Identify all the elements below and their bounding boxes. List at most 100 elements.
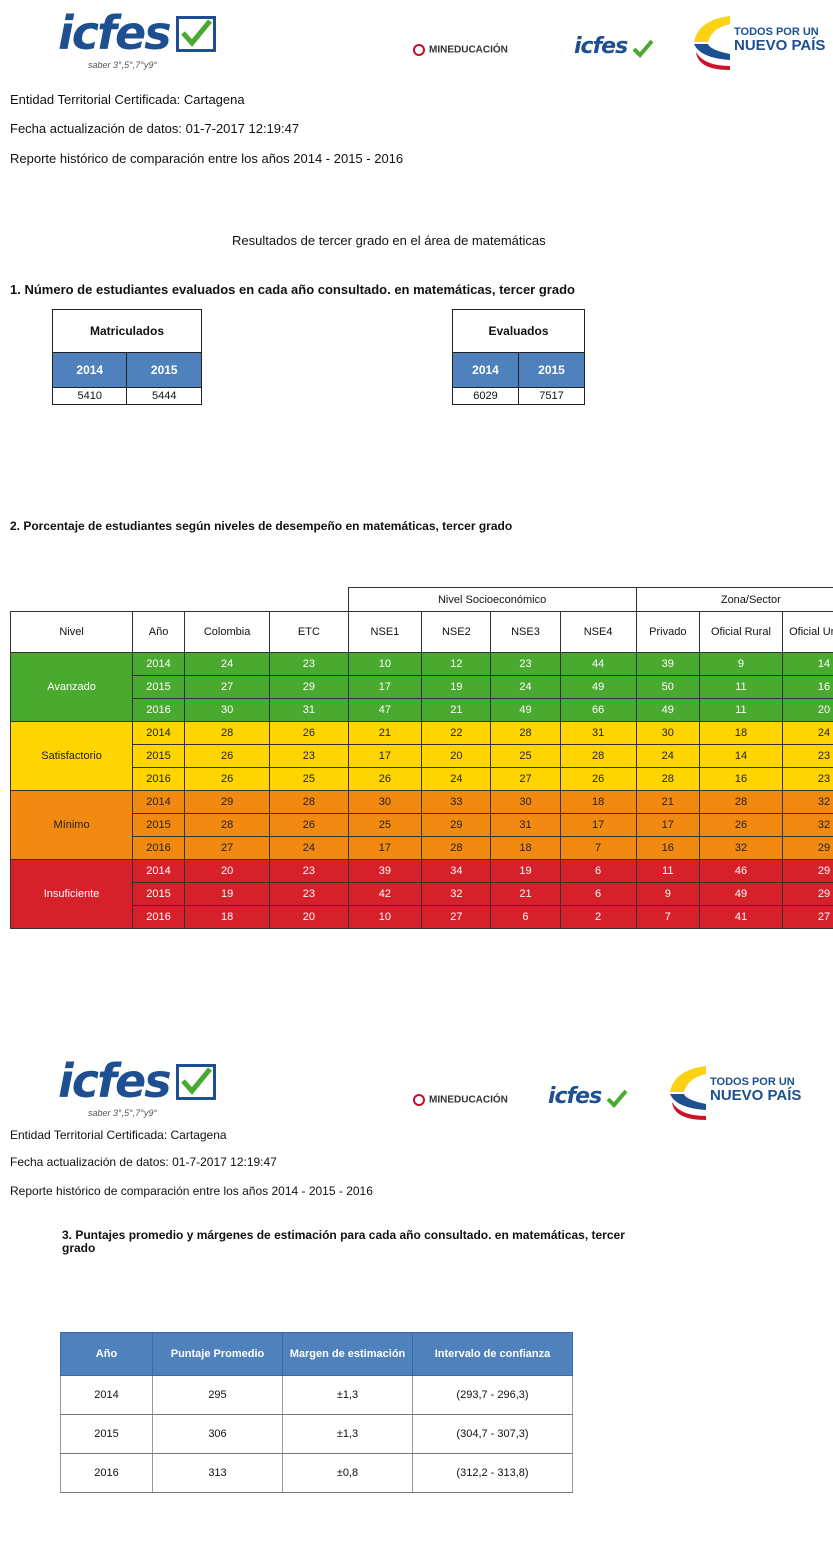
percent-cell: 32 [781, 790, 833, 814]
shield-icon [413, 1094, 425, 1106]
updated-line: Fecha actualización de datos: 01-7-2017 … [10, 1155, 277, 1169]
score-cell: 306 [152, 1414, 283, 1454]
table-row: 2016 18 20 10 27 6 2 7 41 27 [11, 905, 833, 929]
percent-cell: 33 [421, 790, 492, 814]
percent-cell: 26 [559, 767, 637, 791]
todos-line1: TODOS POR UN [734, 26, 819, 38]
percent-cell: 29 [781, 836, 833, 860]
percent-cell: 7 [559, 836, 637, 860]
percent-cell: 41 [698, 905, 783, 929]
percent-cell: 39 [635, 652, 700, 676]
icfes-logo: icfes saber 3°,5°,7°y9° [58, 1058, 228, 1128]
section-title: Resultados de tercer grado en el área de… [232, 233, 546, 248]
year-cell: 2014 [132, 721, 185, 745]
icfes-small-logo: icfes [574, 34, 654, 59]
matriculados-year: 2014 [51, 352, 128, 388]
score-table: Año Puntaje Promedio Margen de estimación I… [60, 1332, 573, 1493]
percent-cell: 19 [490, 859, 561, 883]
percent-cell: 42 [347, 882, 423, 906]
percent-cell: 14 [698, 744, 783, 768]
score-cell: ±1,3 [282, 1375, 413, 1415]
percent-cell: 25 [347, 813, 423, 837]
percent-cell: 12 [421, 652, 492, 676]
percent-cell: 17 [635, 813, 700, 837]
percent-cell: 10 [347, 905, 423, 929]
score-cell: 2016 [60, 1453, 153, 1493]
percent-cell: 29 [183, 790, 271, 814]
evaluados-table: Evaluados 2014 2015 6029 7517 [452, 309, 585, 405]
percent-cell: 6 [559, 859, 637, 883]
level-label: Mínimo [10, 790, 134, 860]
evaluados-year: 2015 [518, 352, 585, 388]
percent-cell: 29 [421, 813, 492, 837]
percent-cell: 11 [698, 675, 783, 699]
percent-cell: 2 [559, 905, 637, 929]
percent-cell: 32 [698, 836, 783, 860]
check-small-icon [632, 39, 654, 58]
percent-cell: 10 [347, 652, 423, 676]
percent-cell: 24 [635, 744, 700, 768]
percent-cell: 22 [421, 721, 492, 745]
percent-cell: 21 [635, 790, 700, 814]
percent-cell: 28 [490, 721, 561, 745]
year-cell: 2016 [132, 698, 185, 722]
check-icon [176, 1064, 216, 1100]
group-nse: Nivel Socioeconómico [347, 587, 637, 612]
updated-line: Fecha actualización de datos: 01-7-2017 … [10, 121, 300, 136]
column-header: NSE2 [421, 611, 492, 653]
column-header: Año [132, 611, 185, 653]
year-cell: 2014 [132, 652, 185, 676]
q3-title-line2: grado [62, 1241, 96, 1255]
score-column-header: Año [60, 1332, 153, 1376]
report-line: Reporte histórico de comparación entre l… [10, 1184, 373, 1198]
evaluados-year: 2014 [452, 352, 519, 388]
percent-cell: 17 [347, 836, 423, 860]
percent-cell: 26 [183, 744, 271, 768]
percent-cell: 28 [421, 836, 492, 860]
icfes-logo: icfes saber 3°,5°,7°y9° [58, 10, 228, 80]
entity-line: Entidad Territorial Certificada: Cartage… [10, 1128, 227, 1142]
percent-cell: 17 [347, 744, 423, 768]
percent-cell: 30 [347, 790, 423, 814]
score-cell: 2014 [60, 1375, 153, 1415]
todos-logo: TODOS POR UN NUEVO PAÍS [690, 10, 830, 72]
table-row: Insuficiente 2014 20 23 39 34 19 6 11 46 29 [10, 859, 833, 929]
group-zona: Zona/Sector [635, 587, 833, 612]
percent-cell: 28 [635, 767, 700, 791]
score-row: 2014 295 ±1,3 (293,7 - 296,3) [60, 1375, 573, 1415]
percent-cell: 23 [781, 744, 833, 768]
matriculados-header: Matriculados [52, 309, 202, 353]
evaluados-value: 7517 [518, 387, 585, 405]
percent-cell: 46 [698, 859, 783, 883]
table-row: Mínimo 2014 29 28 30 33 30 18 21 28 32 [10, 790, 833, 860]
column-header: ETC [269, 611, 349, 653]
percent-cell: 28 [698, 790, 783, 814]
percent-cell: 24 [781, 721, 833, 745]
percent-cell: 26 [347, 767, 423, 791]
check-small-icon [606, 1089, 628, 1108]
percent-cell: 21 [490, 882, 561, 906]
score-row: 2016 313 ±0,8 (312,2 - 313,8) [60, 1453, 573, 1493]
percent-cell: 49 [490, 698, 561, 722]
percent-cell: 18 [183, 905, 271, 929]
report-line: Reporte histórico de comparación entre l… [10, 151, 404, 166]
percent-cell: 23 [781, 767, 833, 791]
percent-cell: 20 [781, 698, 833, 722]
matriculados-year: 2015 [126, 352, 202, 388]
score-cell: ±0,8 [282, 1453, 413, 1493]
performance-table-wrap: Nivel Socioeconómico Zona/Sector Nivel Añ… [10, 587, 833, 1053]
percent-cell: 34 [421, 859, 492, 883]
todos-line2: NUEVO PAÍS [710, 1087, 802, 1104]
percent-cell: 31 [490, 813, 561, 837]
year-cell: 2014 [132, 790, 185, 814]
q3-title-line1: 3. Puntajes promedio y márgenes de estim… [62, 1228, 625, 1242]
icfes-tagline: saber 3°,5°,7°y9° [88, 60, 157, 70]
q1-title: 1. Número de estudiantes evaluados en ca… [10, 282, 575, 297]
flag-swoosh-icon [694, 16, 730, 70]
percent-cell: 26 [269, 813, 349, 837]
percent-cell: 30 [490, 790, 561, 814]
percent-cell: 7 [635, 905, 700, 929]
table-row: 2016 30 31 47 21 49 66 49 11 20 [11, 698, 833, 722]
percent-cell: 27 [421, 905, 492, 929]
percent-cell: 19 [183, 882, 271, 906]
